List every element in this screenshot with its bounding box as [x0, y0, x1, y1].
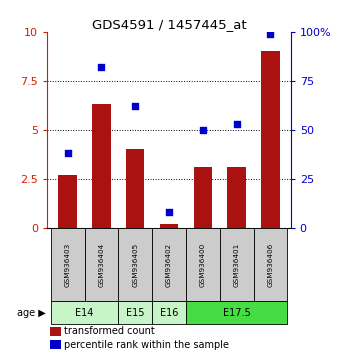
Text: percentile rank within the sample: percentile rank within the sample — [64, 339, 230, 350]
Bar — [220, 228, 254, 302]
Title: GDS4591 / 1457445_at: GDS4591 / 1457445_at — [92, 18, 246, 31]
Text: GSM936406: GSM936406 — [267, 242, 273, 287]
Bar — [51, 228, 84, 302]
Point — [132, 103, 138, 109]
Text: E17.5: E17.5 — [223, 308, 250, 318]
Bar — [193, 167, 212, 228]
Bar — [152, 228, 186, 302]
Bar — [84, 228, 118, 302]
Bar — [92, 104, 111, 228]
Bar — [160, 224, 178, 228]
Text: E15: E15 — [126, 308, 144, 318]
Text: GSM936402: GSM936402 — [166, 242, 172, 287]
Bar — [152, 302, 186, 324]
Text: GSM936405: GSM936405 — [132, 242, 138, 287]
Bar — [50, 327, 61, 336]
Bar — [51, 302, 118, 324]
Bar — [254, 228, 287, 302]
Bar — [58, 175, 77, 228]
Bar — [50, 340, 61, 349]
Text: E14: E14 — [75, 308, 94, 318]
Text: transformed count: transformed count — [64, 326, 155, 336]
Bar — [118, 302, 152, 324]
Point — [268, 31, 273, 37]
Bar — [126, 149, 145, 228]
Point — [234, 121, 239, 127]
Text: E16: E16 — [160, 308, 178, 318]
Bar — [227, 167, 246, 228]
Bar — [186, 302, 287, 324]
Point — [65, 150, 70, 156]
Point — [99, 64, 104, 70]
Text: GSM936403: GSM936403 — [65, 242, 71, 287]
Bar — [261, 51, 280, 228]
Text: GSM936400: GSM936400 — [200, 242, 206, 287]
Bar — [186, 228, 220, 302]
Bar — [118, 228, 152, 302]
Point — [200, 127, 206, 133]
Text: age ▶: age ▶ — [17, 308, 46, 318]
Text: GSM936401: GSM936401 — [234, 242, 240, 287]
Text: GSM936404: GSM936404 — [98, 242, 104, 287]
Point — [166, 210, 172, 215]
